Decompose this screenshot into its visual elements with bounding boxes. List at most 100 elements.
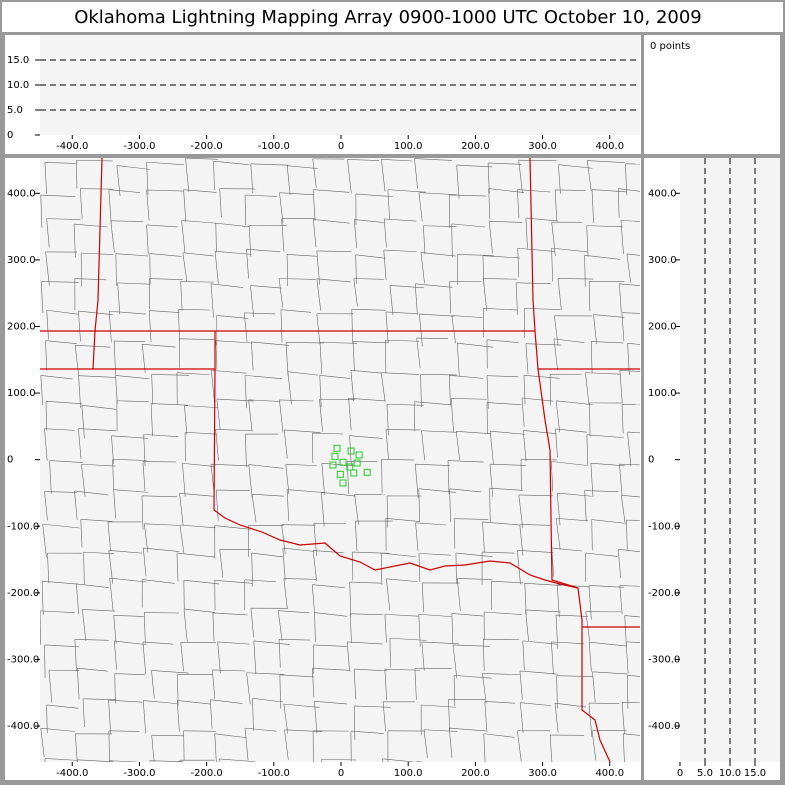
county-line — [586, 160, 592, 192]
county-line — [283, 578, 288, 609]
county-line — [287, 371, 292, 405]
y-tick-label: -400.0 — [7, 721, 39, 732]
county-line — [381, 159, 386, 192]
county-line — [77, 759, 114, 762]
county-line — [146, 189, 150, 221]
county-line — [214, 580, 253, 584]
county-line — [78, 428, 82, 459]
county-line — [74, 733, 78, 762]
county-line — [455, 553, 457, 584]
county-line — [107, 521, 111, 551]
county-line — [448, 728, 453, 758]
county-line — [44, 428, 48, 461]
county-line — [282, 547, 315, 552]
county-line — [556, 675, 558, 709]
county-line — [48, 670, 53, 703]
county-line — [420, 252, 425, 284]
county-line — [554, 703, 559, 733]
county-line — [457, 254, 494, 256]
county-line — [319, 375, 322, 408]
county-line — [114, 340, 145, 342]
county-line — [523, 375, 560, 379]
county-line — [619, 370, 623, 404]
county-line — [555, 702, 586, 708]
county-line — [278, 278, 284, 308]
county-line — [45, 340, 77, 345]
county-line — [349, 581, 382, 584]
county-line — [624, 615, 640, 618]
county-line — [551, 222, 556, 257]
county-line — [142, 641, 174, 645]
county-line — [415, 283, 453, 288]
county-line — [517, 730, 522, 762]
county-line — [244, 375, 283, 379]
county-line — [321, 758, 357, 761]
county-line — [524, 582, 562, 586]
y-tick-label: 400.0 — [7, 188, 36, 199]
county-line — [210, 463, 249, 467]
county-line — [353, 219, 358, 249]
county-line — [253, 640, 257, 675]
county-line — [314, 612, 348, 617]
county-line — [80, 519, 113, 522]
y-tick-label: 0 — [648, 455, 654, 466]
county-line — [449, 488, 451, 523]
county-line — [384, 669, 387, 701]
county-line — [420, 252, 456, 257]
county-line — [456, 578, 461, 611]
county-line — [618, 549, 640, 552]
county-line — [618, 188, 640, 192]
county-line — [46, 218, 50, 248]
county-line — [183, 608, 215, 613]
county-line — [355, 254, 357, 284]
county-lines — [40, 158, 640, 762]
county-line — [451, 223, 486, 228]
county-line — [178, 309, 210, 311]
county-line — [277, 610, 283, 641]
county-line — [483, 733, 486, 762]
county-line — [246, 248, 281, 253]
county-line — [626, 253, 631, 283]
county-line — [244, 194, 247, 225]
county-line — [151, 670, 189, 674]
county-line — [114, 640, 147, 646]
county-line — [47, 553, 50, 584]
county-line — [447, 460, 450, 495]
x-tick-label: 200.0 — [461, 141, 490, 152]
county-line — [149, 760, 184, 762]
county-line — [351, 309, 353, 343]
county-line — [185, 158, 219, 160]
county-line — [248, 399, 253, 432]
county-line — [79, 188, 83, 220]
county-line — [283, 704, 289, 734]
county-line — [314, 612, 316, 643]
title: Oklahoma Lightning Mapping Array 0900-10… — [74, 7, 702, 28]
county-line — [355, 193, 394, 198]
county-line — [385, 339, 420, 342]
county-line — [250, 285, 255, 318]
county-line — [423, 225, 457, 227]
county-line — [619, 283, 622, 313]
county-line — [73, 224, 76, 258]
county-line — [251, 552, 284, 558]
county-line — [219, 188, 222, 218]
county-line — [180, 281, 183, 312]
y-tick-label: -300.0 — [7, 654, 39, 665]
county-line — [108, 550, 143, 554]
county-line — [414, 464, 419, 499]
county-line — [348, 398, 352, 431]
county-line — [219, 549, 224, 578]
county-line — [621, 312, 640, 314]
county-line — [215, 340, 253, 344]
county-line — [414, 158, 418, 189]
county-line — [250, 285, 282, 289]
county-line — [142, 461, 146, 492]
county-line — [285, 342, 289, 376]
county-line — [517, 248, 520, 278]
county-line — [146, 224, 149, 255]
county-line — [40, 195, 43, 228]
county-line — [182, 252, 188, 282]
county-line — [215, 251, 252, 255]
county-line — [349, 435, 383, 439]
x-tick-label: 400.0 — [595, 141, 624, 152]
